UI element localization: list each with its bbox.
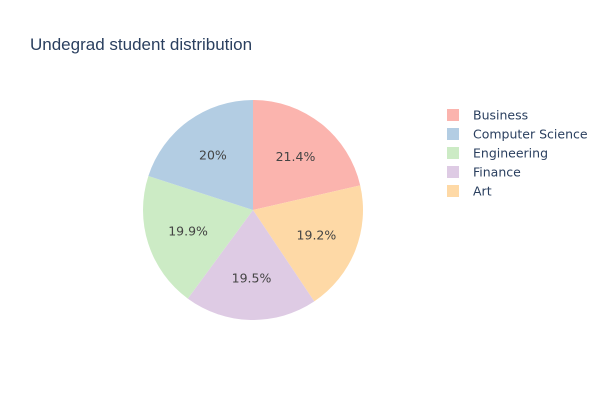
legend-label: Engineering [473,146,548,161]
legend-swatch [447,147,459,159]
pie-slice-art[interactable] [253,185,364,302]
legend[interactable]: Business Computer Science Engineering Finan… [447,108,588,199]
legend-item-engineering[interactable]: Engineering [447,146,548,161]
legend-item-art[interactable]: Art [447,184,492,199]
pie-slices [143,100,364,320]
legend-item-computer-science[interactable]: Computer Science [447,127,588,142]
legend-label: Art [473,184,492,199]
legend-label: Computer Science [473,127,588,142]
legend-label: Finance [473,165,521,180]
slice-labels: 21.4% 19.2% 19.5% 19.9% 20% [168,147,336,285]
pie-slice-finance[interactable] [187,210,315,320]
slice-label-engineering: 19.9% [168,223,208,238]
legend-swatch [447,166,459,178]
pie-slice-business[interactable] [253,100,361,210]
slice-label-business: 21.4% [276,149,316,164]
legend-item-finance[interactable]: Finance [447,165,521,180]
pie-slice-engineering[interactable] [143,176,253,299]
chart-title: Undegrad student distribution [30,35,252,54]
slice-label-computer-science: 20% [199,147,227,162]
legend-item-business[interactable]: Business [447,108,528,123]
pie-slice-computer-science[interactable] [148,100,253,210]
legend-swatch [447,109,459,121]
slice-label-art: 19.2% [297,228,337,243]
legend-swatch [447,185,459,197]
legend-swatch [447,128,459,140]
legend-label: Business [473,108,528,123]
slice-label-finance: 19.5% [232,271,272,286]
